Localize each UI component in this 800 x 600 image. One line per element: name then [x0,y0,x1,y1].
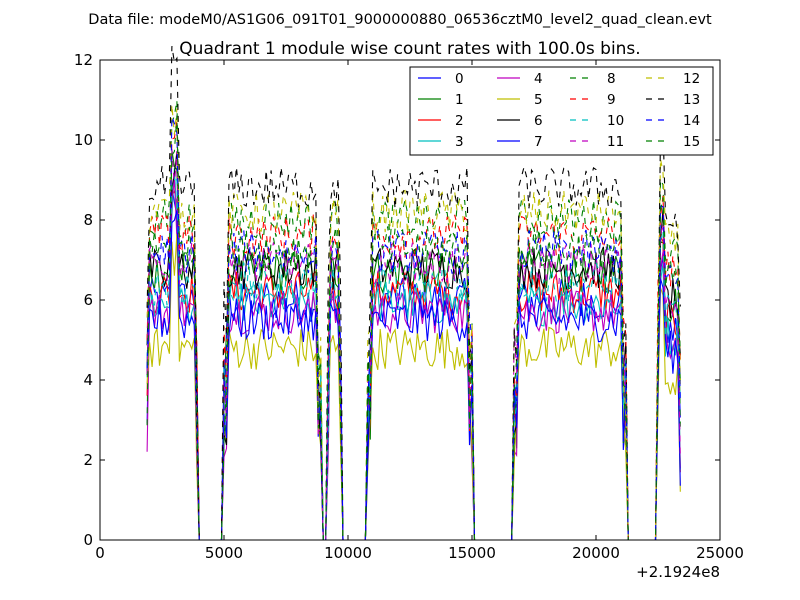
plot-area-frame [99,59,721,541]
y-tick-label: 4 [83,371,93,389]
plot-series [146,46,681,541]
chart-suptitle: Data file: modeM0/AS1G06_091T01_90000008… [88,12,712,28]
legend-label-14: 14 [683,113,700,129]
legend-label-15: 15 [683,134,700,150]
series-line-4 [146,179,681,541]
y-tick-label: 8 [83,211,93,229]
legend-label-10: 10 [607,113,624,129]
y-tick-label: 2 [83,451,93,469]
legend-label-4: 4 [534,71,543,87]
legend-label-7: 7 [534,134,543,150]
x-offset-label: +2.1924e8 [636,563,720,581]
series-line-12 [146,104,681,541]
x-tick-label: 0 [95,544,105,562]
legend-label-6: 6 [534,113,543,129]
series-line-13 [146,46,681,541]
series-line-5 [146,233,681,541]
y-tick-label: 0 [83,531,93,549]
legend-label-11: 11 [607,134,624,150]
series-line-0 [146,187,681,541]
x-tick-label: 15000 [448,544,496,562]
series-line-14 [146,116,681,541]
legend-label-2: 2 [455,113,464,129]
series-line-10 [146,179,681,541]
series-line-15 [146,115,681,541]
chart-title: Quadrant 1 module wise count rates with … [179,39,640,59]
legend-label-8: 8 [607,71,616,87]
x-tick-label: 20000 [572,544,620,562]
legend-frame [409,66,714,156]
legend-label-0: 0 [455,71,464,87]
legend-label-9: 9 [607,92,616,108]
x-tick-label: 5000 [205,544,243,562]
legend-label-3: 3 [455,134,464,150]
series-line-9 [146,119,681,541]
series-line-7 [146,210,681,541]
y-tick-label: 12 [74,51,93,69]
legend-label-12: 12 [683,71,700,87]
y-tick-label: 6 [83,291,93,309]
legend-label-13: 13 [683,92,700,108]
series-line-8 [146,100,681,541]
legend-label-1: 1 [455,92,464,108]
series-line-11 [146,149,681,541]
y-tick-label: 10 [74,131,93,149]
legend-label-5: 5 [534,92,543,108]
x-tick-label: 25000 [696,544,744,562]
x-tick-label: 10000 [324,544,372,562]
